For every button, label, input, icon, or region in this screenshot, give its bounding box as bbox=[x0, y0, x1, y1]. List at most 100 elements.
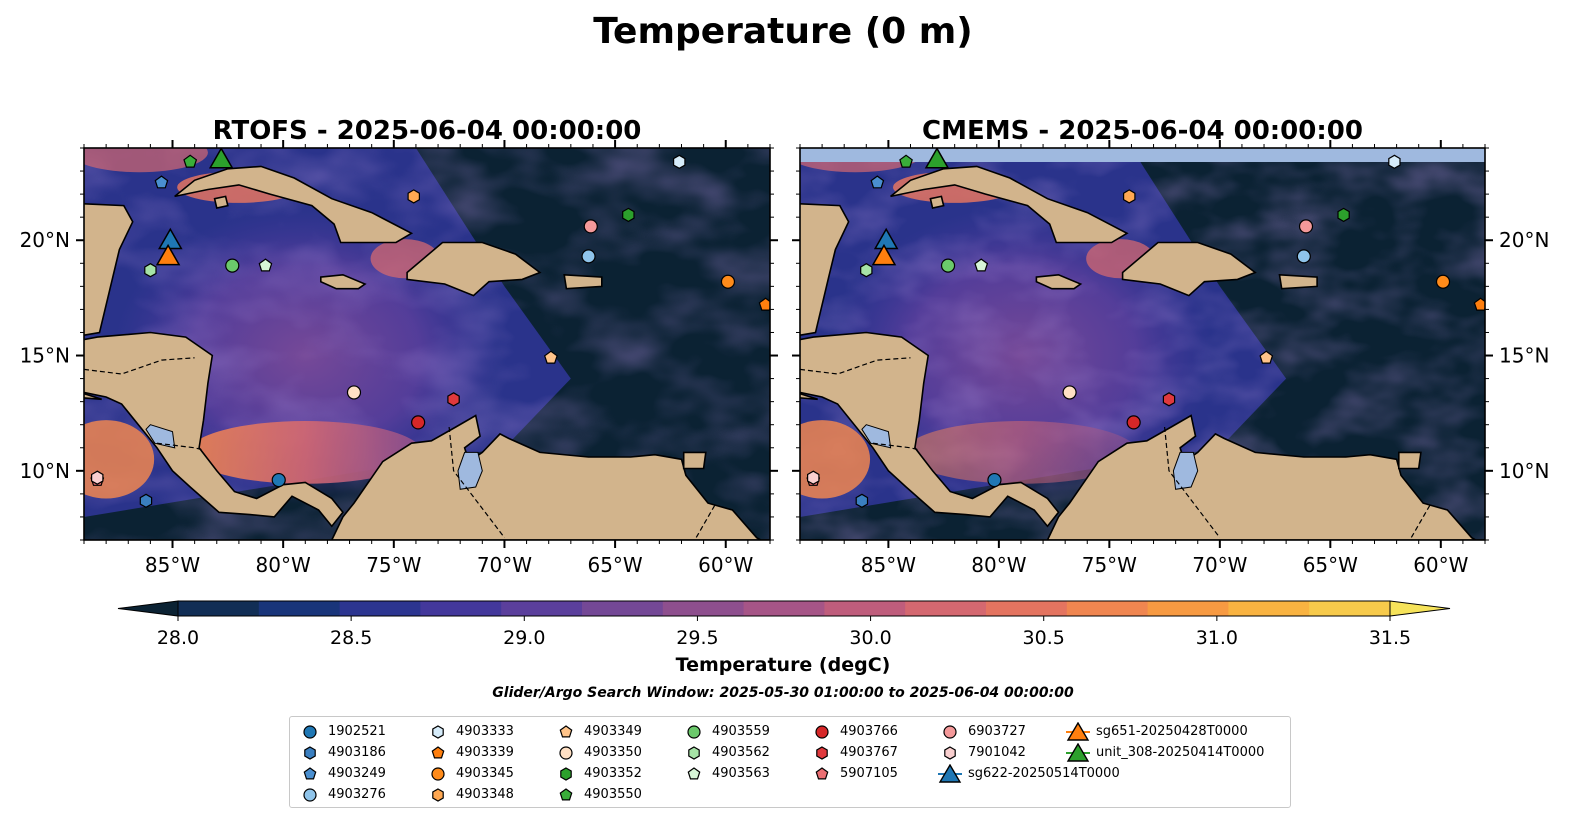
panel-frame bbox=[83, 147, 771, 541]
x-tick-label: 70°W bbox=[477, 553, 532, 577]
land-mass bbox=[174, 165, 414, 244]
legend-label: 4903348 bbox=[456, 787, 514, 802]
glider-unit_308-20250414T0000 bbox=[924, 148, 950, 169]
colorbar-tick-label: 29.5 bbox=[676, 627, 718, 649]
legend-swatch bbox=[431, 745, 445, 758]
float-7901042 bbox=[806, 470, 820, 485]
legend-label: 4903562 bbox=[712, 745, 770, 760]
panel-frame bbox=[799, 147, 1486, 541]
legend-label: 4903766 bbox=[840, 724, 898, 739]
colorbar-bin bbox=[662, 601, 745, 616]
float-4903276 bbox=[581, 249, 596, 264]
float-4903333 bbox=[1388, 154, 1401, 169]
legend-marker bbox=[303, 787, 317, 802]
legend-marker bbox=[559, 745, 573, 760]
land-mass bbox=[1046, 414, 1485, 540]
land-mass bbox=[1398, 451, 1422, 470]
legend-marker bbox=[1066, 721, 1090, 741]
legend-swatch bbox=[559, 724, 573, 737]
land-mass bbox=[406, 241, 542, 297]
legend-label: 4903276 bbox=[328, 787, 386, 802]
colorbar-bin bbox=[824, 601, 906, 616]
colorbar-bin bbox=[1147, 601, 1229, 616]
legend-item: 4903348 bbox=[426, 784, 514, 805]
legend-item: 7901042 bbox=[938, 742, 1026, 763]
legend-label: 4903767 bbox=[840, 745, 898, 760]
x-tick-label: 60°W bbox=[1413, 553, 1468, 577]
search-window-caption: Glider/Argo Search Window: 2025-05-30 01… bbox=[492, 685, 1074, 701]
legend-item: 4903562 bbox=[682, 742, 770, 763]
legend-item: sg651-20250428T0000 bbox=[1066, 721, 1248, 742]
legend-swatch bbox=[687, 766, 701, 779]
land-mass bbox=[1278, 273, 1318, 290]
legend-marker bbox=[303, 766, 317, 779]
legend-label: 6903727 bbox=[968, 724, 1026, 739]
legend-marker bbox=[559, 724, 573, 737]
x-tick-label: 75°W bbox=[366, 553, 421, 577]
legend-marker bbox=[688, 745, 700, 760]
legend-label: 7901042 bbox=[968, 745, 1026, 760]
colorbar-bin bbox=[1309, 601, 1391, 616]
float-4903249 bbox=[154, 175, 169, 189]
float-4903349 bbox=[543, 350, 558, 364]
colorbar-bin bbox=[1066, 601, 1149, 616]
legend-marker bbox=[938, 763, 962, 783]
x-tick-label: 60°W bbox=[698, 553, 753, 577]
float-4903766 bbox=[411, 415, 426, 430]
legend-item: 4903350 bbox=[554, 742, 642, 763]
colorbar-tick-label: 30.5 bbox=[1023, 627, 1065, 649]
float-7901042 bbox=[90, 470, 104, 485]
float-4903352 bbox=[1337, 207, 1350, 223]
float-4903559 bbox=[940, 258, 956, 273]
legend-item: 4903352 bbox=[554, 763, 642, 784]
colorbar-bin bbox=[582, 601, 664, 616]
legend-swatch bbox=[559, 787, 573, 800]
legend-label: 4903339 bbox=[456, 745, 514, 760]
x-tick-label: 85°W bbox=[145, 553, 200, 577]
land-mass bbox=[800, 392, 818, 401]
float-6903727 bbox=[1298, 219, 1314, 234]
colorbar-bin bbox=[258, 601, 341, 616]
colorbar-tick-label: 31.0 bbox=[1196, 627, 1238, 649]
land-mass bbox=[890, 165, 1129, 244]
legend-item: 4903339 bbox=[426, 742, 514, 763]
legend-item: 4903767 bbox=[810, 742, 898, 763]
land-mass bbox=[929, 195, 945, 209]
float-4903186 bbox=[855, 493, 869, 508]
float-4903249 bbox=[870, 175, 885, 189]
land-mass bbox=[84, 392, 102, 401]
legend-marker bbox=[815, 766, 829, 779]
legend-swatch bbox=[432, 787, 444, 802]
legend-label: sg622-20250514T0000 bbox=[968, 766, 1120, 781]
legend-label: 4903186 bbox=[328, 745, 386, 760]
legend-label: 4903559 bbox=[712, 724, 770, 739]
float-4903767 bbox=[1162, 392, 1176, 407]
float-4903562 bbox=[144, 263, 157, 278]
float-4903767 bbox=[447, 392, 460, 407]
legend-label: 4903550 bbox=[584, 787, 642, 802]
legend-marker bbox=[303, 724, 317, 739]
colorbar-tick-label: 30.0 bbox=[849, 627, 891, 649]
legend-label: sg651-20250428T0000 bbox=[1096, 724, 1248, 739]
float-4903345 bbox=[1435, 274, 1451, 289]
legend-swatch bbox=[559, 745, 573, 760]
colorbar-bin bbox=[986, 601, 1068, 616]
lake bbox=[1172, 451, 1199, 490]
land-mass bbox=[213, 195, 229, 209]
missing-data-strip bbox=[800, 148, 1485, 162]
y-tick-label: 10°N bbox=[20, 459, 70, 483]
x-tick-label: 80°W bbox=[256, 553, 311, 577]
legend-label: 4903249 bbox=[328, 766, 386, 781]
land-mass bbox=[320, 273, 367, 290]
legend-item: 4903349 bbox=[554, 721, 642, 742]
legend-item: 4903345 bbox=[426, 763, 514, 784]
float-4903348 bbox=[407, 189, 420, 204]
colorbar-extend-max bbox=[1389, 600, 1451, 617]
legend-label: 4903345 bbox=[456, 766, 514, 781]
float-4903339 bbox=[1473, 297, 1485, 311]
country-border bbox=[1409, 505, 1431, 540]
float-4903550 bbox=[899, 154, 913, 168]
country-border bbox=[156, 442, 204, 451]
legend-swatch bbox=[688, 745, 700, 760]
y-tick-label: 20°N bbox=[1499, 228, 1549, 252]
